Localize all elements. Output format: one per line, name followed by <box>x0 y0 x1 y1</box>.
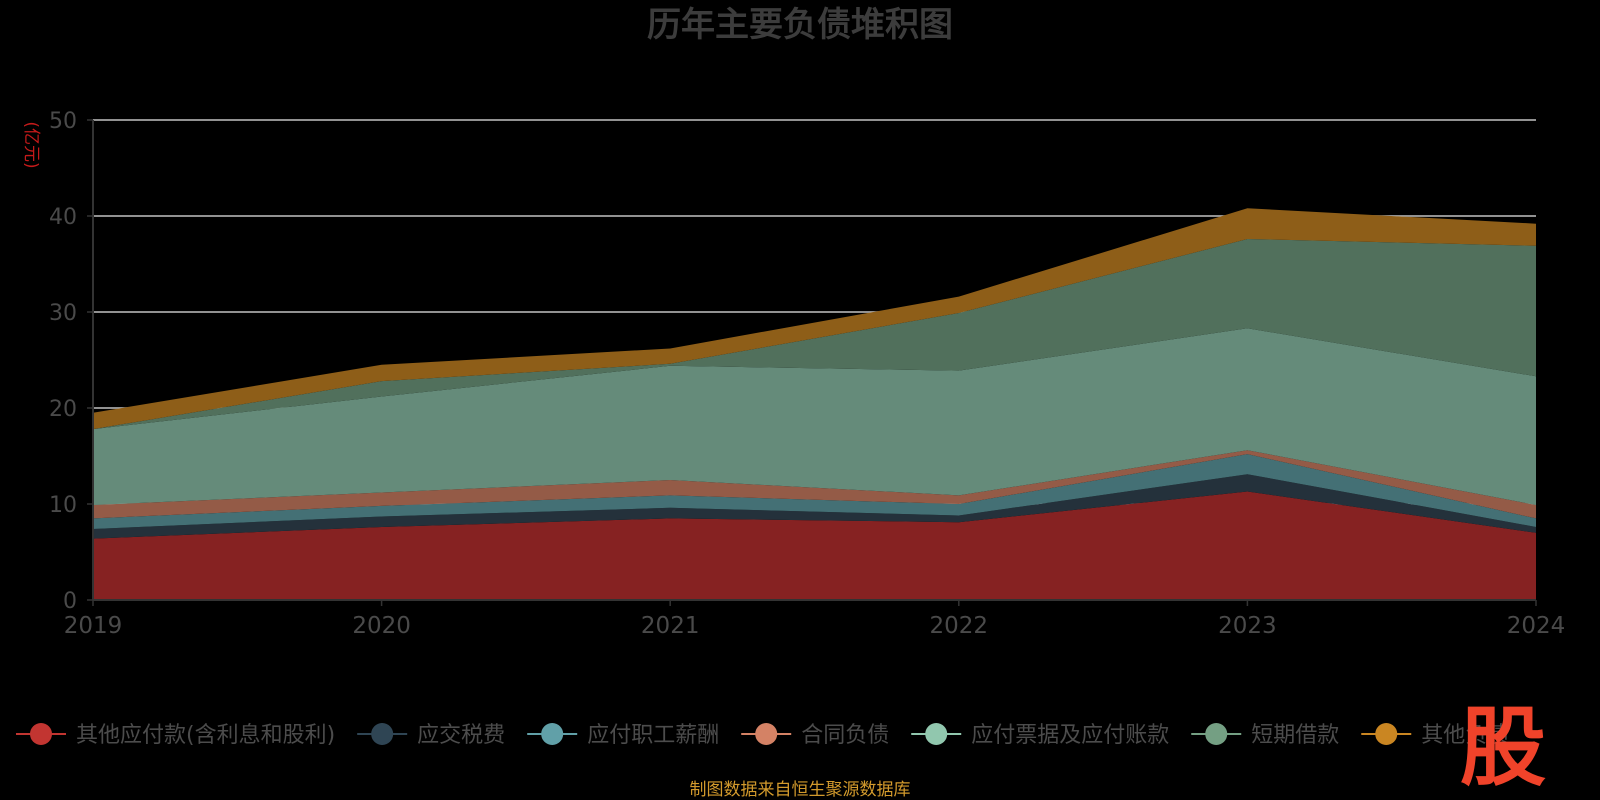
data-source-note: 制图数据来自恒生聚源数据库 <box>690 780 911 800</box>
legend-item-1[interactable]: 应交税费 <box>357 723 505 748</box>
chart-title: 历年主要负债堆积图 <box>647 5 953 45</box>
legend-item-3[interactable]: 合同负债 <box>741 723 889 748</box>
legend-item-5[interactable]: 短期借款 <box>1191 723 1339 748</box>
legend-label: 应付职工薪酬 <box>587 723 719 748</box>
legend-label: 应付票据及应付账款 <box>971 723 1169 748</box>
y-tick-label: 20 <box>49 397 77 422</box>
y-axis-unit-label: (亿元) <box>21 121 41 168</box>
area-series-1 <box>93 474 1536 539</box>
legend-marker-icon <box>371 723 394 745</box>
y-tick-label: 10 <box>49 493 77 518</box>
y-tick-label: 50 <box>49 109 77 134</box>
area-series-5 <box>93 239 1536 430</box>
legend-label: 其他负债 <box>1421 723 1509 748</box>
legend-label: 短期借款 <box>1251 723 1339 748</box>
legend-item-0[interactable]: 其他应付款(含利息和股利) <box>16 723 335 748</box>
legend-item-4[interactable]: 应付票据及应付账款 <box>911 723 1169 748</box>
axes: 0 10 20 30 40 50 2019 2020 2021 2022 2023 2024 <box>49 109 1565 639</box>
legend-label: 应交税费 <box>417 723 505 748</box>
x-tick-label: 2024 <box>1507 613 1566 639</box>
legend-marker-icon <box>541 723 564 745</box>
x-tick-label: 2021 <box>641 613 700 639</box>
y-tick-label: 40 <box>49 205 77 230</box>
legend-item-2[interactable]: 应付职工薪酬 <box>527 723 719 748</box>
watermark-logo: 股 <box>1460 698 1546 798</box>
legend-marker-icon <box>755 723 778 745</box>
y-tick-label: 30 <box>49 301 77 326</box>
x-tick-label: 2019 <box>64 613 123 639</box>
x-tick-label: 2022 <box>930 613 989 639</box>
area-series-4 <box>93 328 1536 505</box>
area-series-2 <box>93 454 1536 529</box>
legend-marker-icon <box>925 723 948 745</box>
legend-marker-icon <box>30 723 52 745</box>
legend-item-6[interactable]: 其他负债 <box>1361 723 1509 748</box>
legend-marker-icon <box>1205 723 1228 745</box>
legend-marker-icon <box>1375 723 1398 745</box>
area-series <box>93 208 1536 600</box>
legend[interactable]: 其他应付款(含利息和股利) 应交税费 应付职工薪酬 合同负债 应付票据及应付账款 短期借款… <box>16 723 1509 748</box>
area-series-6 <box>93 208 1536 430</box>
y-tick-label: 0 <box>63 589 77 614</box>
legend-label: 其他应付款(含利息和股利) <box>76 723 335 748</box>
x-tick-label: 2020 <box>352 613 411 639</box>
legend-label: 合同负债 <box>801 723 889 748</box>
area-series-3 <box>93 450 1536 519</box>
x-tick-label: 2023 <box>1218 613 1277 639</box>
area-series-0 <box>93 491 1536 600</box>
